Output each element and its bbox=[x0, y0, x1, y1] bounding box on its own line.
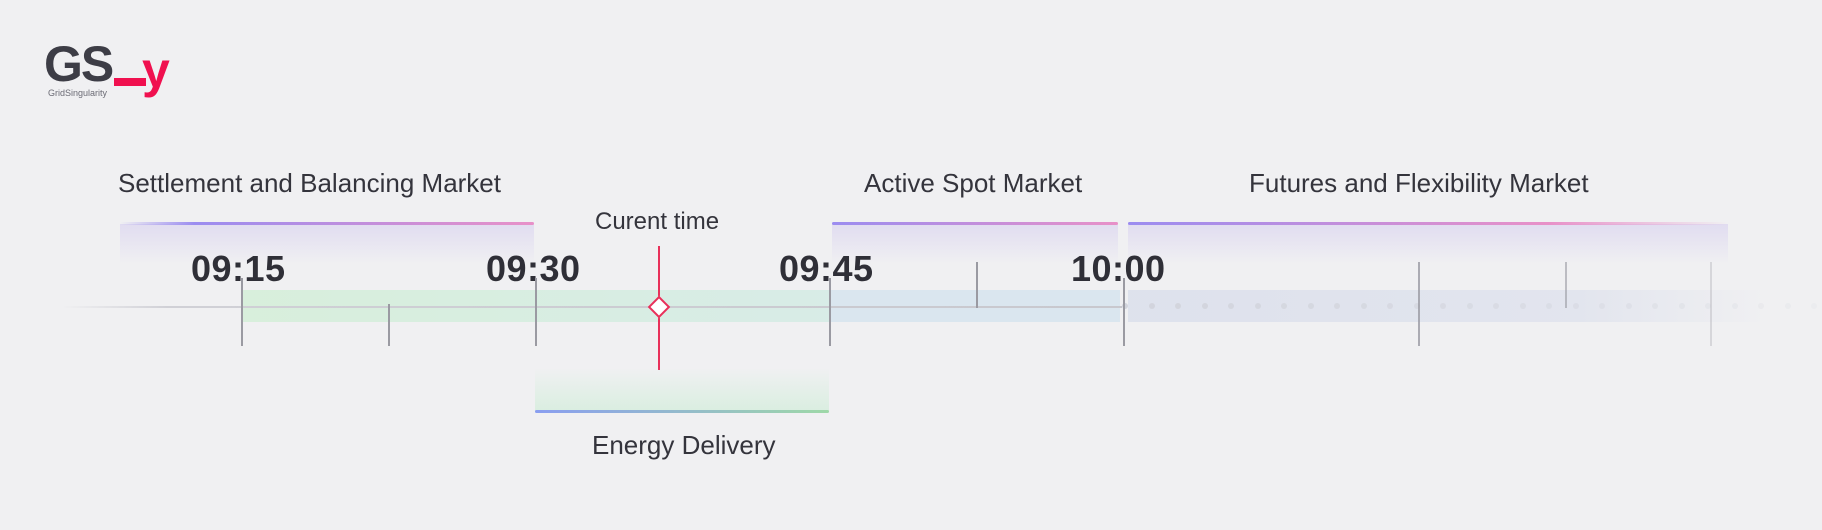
timeline-dot bbox=[1201, 303, 1208, 309]
futures-bracket-glow bbox=[1128, 224, 1728, 264]
energy-delivery-label: Energy Delivery bbox=[592, 430, 776, 460]
timeline-dot bbox=[1625, 303, 1632, 309]
settlement-market-label: Settlement and Balancing Market bbox=[118, 168, 501, 198]
timeline-dot bbox=[1572, 303, 1579, 309]
timeline-dot bbox=[1440, 303, 1446, 309]
time-label-1000: 10:00 bbox=[1071, 248, 1166, 289]
tick-0930 bbox=[535, 278, 537, 346]
logo-wordmark: GridSingularity bbox=[48, 88, 108, 98]
timeline-dot bbox=[1811, 303, 1817, 309]
tick-minor bbox=[388, 304, 390, 346]
timeline-dot bbox=[1122, 303, 1128, 309]
settlement-market-bracket bbox=[120, 222, 534, 225]
settlement-bracket-glow bbox=[120, 224, 534, 264]
timeline-dot bbox=[1493, 303, 1499, 309]
logo-accent: y bbox=[142, 42, 170, 98]
timeline-dot bbox=[1678, 303, 1685, 309]
current-time-label: Curent time bbox=[595, 208, 720, 235]
timeline-dot bbox=[1281, 303, 1287, 309]
timeline-dot bbox=[1175, 303, 1181, 309]
timeline-dot bbox=[1519, 303, 1526, 309]
spot-market-bracket bbox=[832, 222, 1118, 225]
logo-dash bbox=[114, 78, 146, 86]
time-label-0930: 09:30 bbox=[486, 248, 581, 289]
timeline-dot bbox=[1784, 303, 1791, 309]
futures-market-label: Futures and Flexibility Market bbox=[1249, 168, 1589, 198]
tick-minor bbox=[1565, 262, 1567, 308]
timeline-dot bbox=[1228, 303, 1234, 309]
timeline-axis bbox=[62, 306, 1122, 308]
timeline-dot bbox=[1652, 303, 1658, 309]
energy-delivery-bracket bbox=[535, 410, 829, 413]
gsy-logo: GS y GridSingularity bbox=[44, 36, 184, 106]
tick-future bbox=[1710, 262, 1712, 346]
timeline-dot bbox=[1307, 303, 1314, 309]
energy-delivery-glow bbox=[535, 368, 829, 412]
timeline-dot bbox=[1546, 303, 1552, 309]
tick-0915 bbox=[241, 278, 243, 346]
time-label-0945: 09:45 bbox=[779, 248, 874, 289]
timeline-dot bbox=[1254, 303, 1261, 309]
timeline-dot bbox=[1466, 303, 1473, 309]
tick-0945 bbox=[829, 278, 831, 346]
timeline-dot bbox=[1758, 303, 1764, 309]
time-label-0915: 09:15 bbox=[191, 248, 286, 289]
spot-market-label: Active Spot Market bbox=[864, 168, 1083, 198]
future-band bbox=[1128, 290, 1768, 322]
tick-minor bbox=[976, 262, 978, 308]
timeline-dot bbox=[1334, 303, 1340, 309]
logo-mark: GS bbox=[44, 36, 114, 92]
timeline-dot bbox=[1705, 303, 1711, 309]
tick-future bbox=[1418, 262, 1420, 346]
timeline-dot bbox=[1413, 303, 1420, 309]
spot-bracket-glow bbox=[832, 224, 1118, 264]
timeline-dot bbox=[1387, 303, 1393, 309]
tick-1000 bbox=[1123, 278, 1125, 346]
timeline-dot bbox=[1731, 303, 1738, 309]
timeline-dot bbox=[1360, 303, 1367, 309]
timeline-dot bbox=[1599, 303, 1605, 309]
timeline-dot bbox=[1148, 303, 1155, 309]
futures-market-bracket bbox=[1128, 222, 1728, 225]
